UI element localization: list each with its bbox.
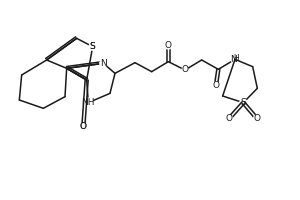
Circle shape xyxy=(80,124,86,130)
Text: S: S xyxy=(90,42,95,51)
Text: S: S xyxy=(241,98,246,107)
Circle shape xyxy=(226,115,232,121)
Circle shape xyxy=(84,98,93,107)
Circle shape xyxy=(89,43,96,50)
Text: O: O xyxy=(212,80,220,90)
Text: NH: NH xyxy=(82,98,95,107)
Text: O: O xyxy=(165,42,172,50)
Text: O: O xyxy=(80,122,87,131)
Text: N: N xyxy=(100,59,107,68)
Text: O: O xyxy=(80,122,87,131)
Circle shape xyxy=(182,67,188,73)
Circle shape xyxy=(213,82,219,88)
Text: O: O xyxy=(226,114,233,123)
Text: S: S xyxy=(90,42,95,51)
Text: O: O xyxy=(182,66,188,74)
Circle shape xyxy=(240,99,247,106)
Text: H: H xyxy=(233,54,239,63)
Circle shape xyxy=(254,115,260,121)
Circle shape xyxy=(165,43,171,49)
Circle shape xyxy=(231,55,239,63)
Text: N: N xyxy=(230,55,237,64)
Text: O: O xyxy=(253,114,260,123)
Circle shape xyxy=(100,60,107,67)
